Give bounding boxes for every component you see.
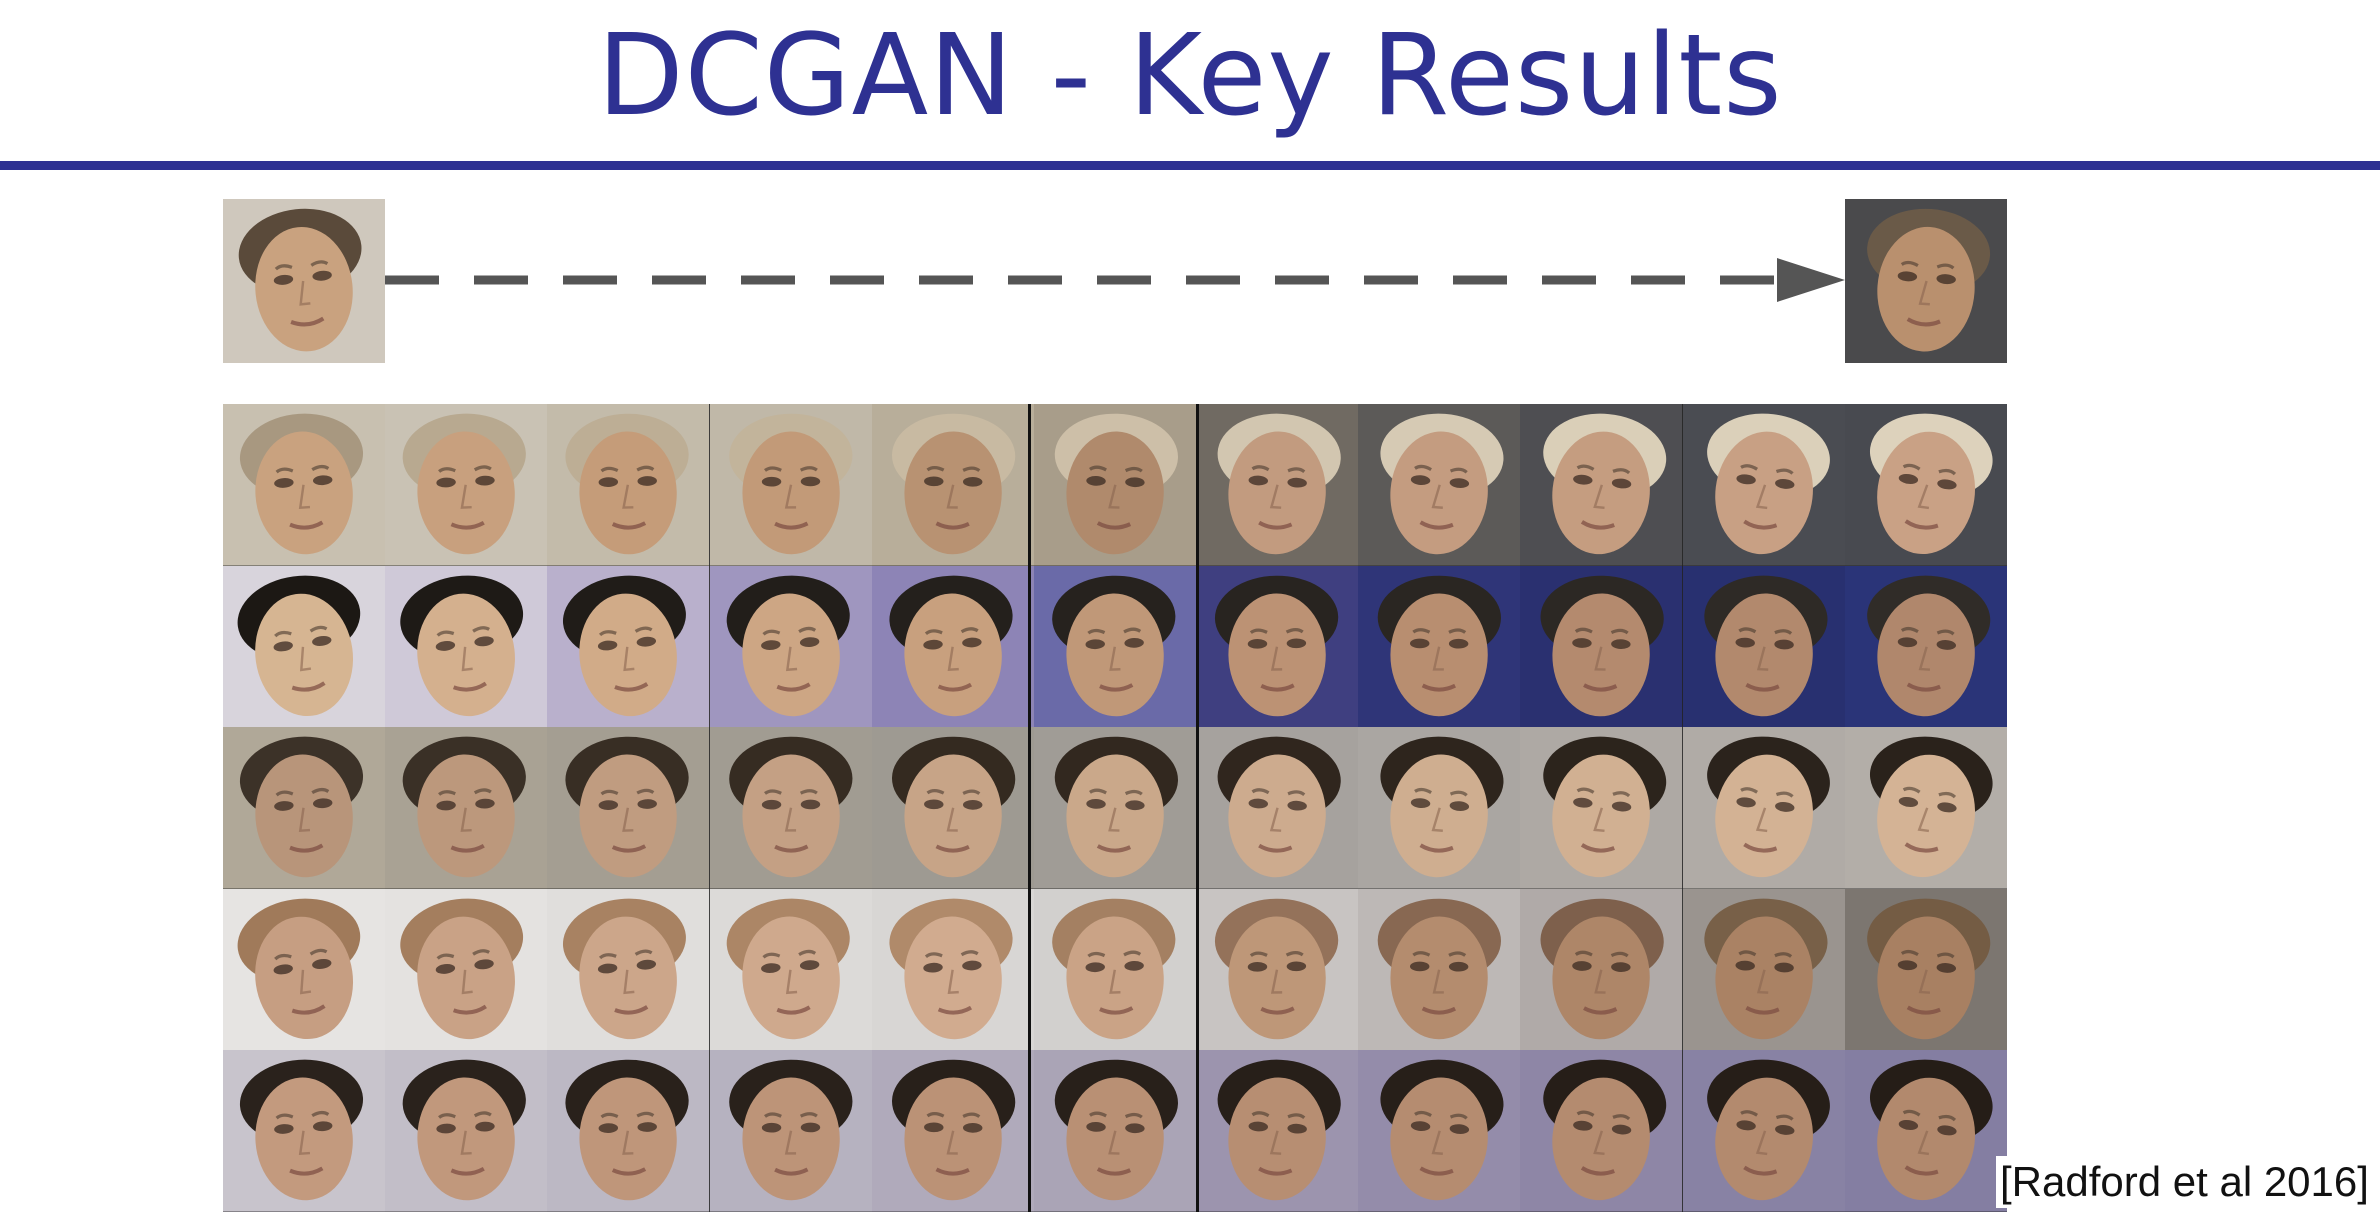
interpolated-face-image (709, 727, 872, 889)
interpolated-face-image (1196, 565, 1359, 728)
interpolated-face-image (1520, 404, 1683, 566)
grid-divider-line (1196, 404, 1199, 1212)
interpolated-face-image (1358, 404, 1521, 566)
interpolated-face-image (709, 888, 872, 1051)
interpolated-face-image (1844, 727, 2007, 889)
interpolated-face-image (223, 727, 386, 889)
interpolated-face-image (1358, 727, 1521, 889)
interpolated-face-image (1033, 1050, 1197, 1212)
interpolated-face-image (709, 404, 872, 566)
grid-divider-line (1028, 404, 1031, 1212)
interpolated-face-image (1682, 727, 1845, 889)
interpolated-face-image (709, 1050, 872, 1212)
interpolated-face-image (547, 565, 710, 728)
interpolated-face-image (871, 404, 1034, 566)
interpolated-face-image (1196, 727, 1359, 889)
interpolated-face-image (1844, 1050, 2007, 1212)
interpolated-face-image (709, 565, 872, 728)
interpolated-face-image (385, 1050, 548, 1212)
citation: [Radford et al 2016] (1996, 1156, 2375, 1208)
interpolated-face-image (223, 1050, 386, 1212)
interpolated-face-image (1682, 565, 1845, 728)
interpolated-face-image (871, 565, 1034, 728)
slide-title: DCGAN - Key Results (597, 11, 1783, 141)
interpolated-face-image (1196, 1050, 1359, 1212)
interpolated-face-image (1358, 888, 1521, 1051)
interpolated-face-image (1520, 1050, 1683, 1212)
interpolated-face-image (385, 888, 548, 1051)
interpolated-face-image (1033, 404, 1197, 566)
interpolated-face-image (385, 404, 548, 566)
interpolated-face-image (547, 1050, 710, 1212)
interpolated-face-image (547, 404, 710, 566)
interpolated-face-image (871, 888, 1034, 1051)
interpolated-face-image (1844, 404, 2007, 566)
interpolated-face-image (547, 727, 710, 889)
interpolation-arrow-icon (385, 258, 1845, 302)
interpolation-face-grid (223, 404, 2007, 1212)
interpolated-face-image (385, 565, 548, 728)
interpolated-face-image (1196, 404, 1359, 566)
interpolated-face-image (1520, 565, 1683, 728)
interpolated-face-image (1033, 888, 1197, 1051)
interpolated-face-image (1033, 565, 1197, 728)
interpolated-face-image (1682, 1050, 1845, 1212)
interpolated-face-image (385, 727, 548, 889)
interpolated-face-image (223, 565, 386, 728)
interpolated-face-image (1033, 727, 1197, 889)
interpolated-face-image (871, 1050, 1034, 1212)
interpolated-face-image (1358, 565, 1521, 728)
title-underline (0, 161, 2380, 170)
interpolated-face-image (223, 404, 386, 566)
interpolated-face-image (547, 888, 710, 1051)
interpolated-face-image (1196, 888, 1359, 1051)
interpolated-face-image (223, 888, 386, 1051)
interpolated-face-image (1682, 888, 1845, 1051)
interpolated-face-image (1358, 1050, 1521, 1212)
interpolated-face-image (1682, 404, 1845, 566)
interpolation-start-face-image (223, 199, 385, 363)
interpolated-face-image (1520, 727, 1683, 889)
interpolation-end-face-image (1845, 199, 2007, 363)
interpolated-face-image (1844, 565, 2007, 728)
interpolated-face-image (1520, 888, 1683, 1051)
interpolated-face-image (1844, 888, 2007, 1051)
interpolated-face-image (871, 727, 1034, 889)
